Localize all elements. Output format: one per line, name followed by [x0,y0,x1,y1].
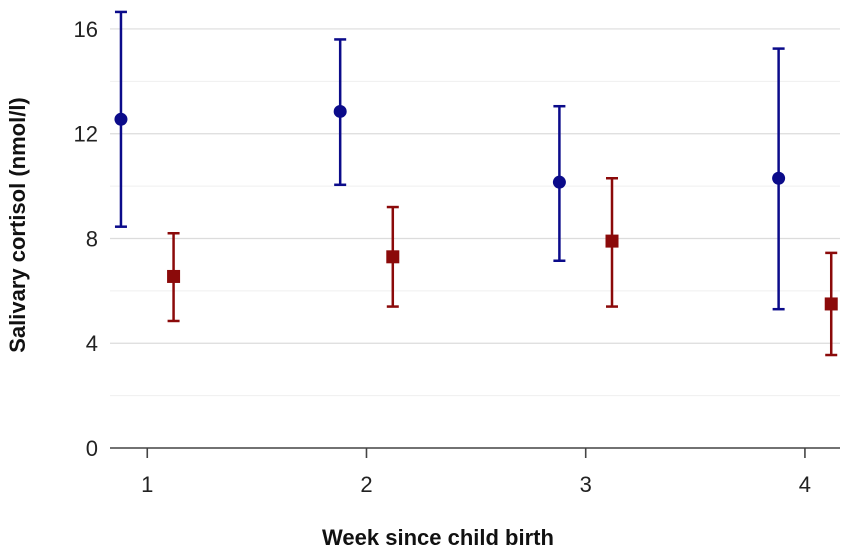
y-axis-title: Salivary cortisol (nmol/l) [5,97,30,353]
y-tick-label: 0 [86,436,98,461]
x-axis-title: Week since child birth [322,525,554,550]
y-tick-label: 16 [74,17,98,42]
series-a [114,10,786,311]
x-tick-label: 3 [580,472,592,497]
mean-point-circle [114,112,128,126]
grid-layer [110,28,840,397]
mean-point-square [386,250,400,264]
y-tick-label: 8 [86,226,98,251]
series-layer [114,10,838,357]
mean-point-circle [333,104,347,118]
x-tick-label: 4 [799,472,811,497]
x-tick-label: 1 [141,472,153,497]
mean-point-circle [552,175,566,189]
mean-point-square [167,269,181,283]
series-b [167,176,838,357]
mean-point-circle [772,171,786,185]
y-tick-label: 4 [86,331,98,356]
mean-point-square [605,234,619,248]
x-tick-label: 2 [360,472,372,497]
mean-point-square [824,297,838,311]
y-tick-label: 12 [74,122,98,147]
